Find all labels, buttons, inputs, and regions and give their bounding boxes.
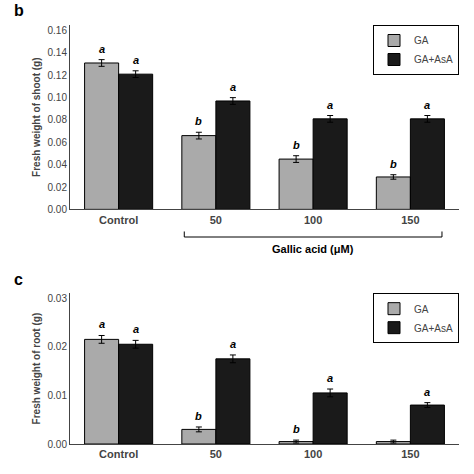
svg-text:b: b [195,410,202,422]
svg-text:0.00: 0.00 [48,439,68,450]
svg-text:50: 50 [210,448,222,460]
svg-text:GA: GA [414,35,429,46]
svg-text:0.06: 0.06 [48,137,68,148]
svg-text:a: a [424,386,430,398]
svg-text:0.03: 0.03 [48,293,68,304]
svg-text:a: a [133,54,139,66]
svg-text:b: b [293,139,300,151]
svg-text:0.04: 0.04 [48,159,68,170]
svg-text:b: b [14,2,24,19]
svg-text:a: a [133,323,139,335]
svg-text:a: a [424,99,430,111]
svg-text:0.12: 0.12 [48,70,68,81]
svg-text:100: 100 [304,448,322,460]
svg-text:Control: Control [99,448,138,460]
svg-text:0.10: 0.10 [48,92,68,103]
svg-text:150: 150 [401,448,419,460]
svg-text:0.02: 0.02 [48,341,68,352]
svg-text:b: b [293,423,300,435]
svg-text:0.14: 0.14 [48,47,68,58]
svg-text:100: 100 [304,214,322,226]
svg-text:GA+AsA: GA+AsA [414,54,453,65]
svg-text:0.16: 0.16 [48,25,68,36]
svg-text:a: a [230,338,236,350]
svg-text:Fresh weight of root (g): Fresh weight of root (g) [31,313,42,425]
svg-text:150: 150 [401,214,419,226]
svg-text:0.01: 0.01 [48,390,68,401]
svg-text:a: a [327,372,333,384]
svg-text:GA+AsA: GA+AsA [414,323,453,334]
svg-text:Control: Control [99,214,138,226]
svg-text:a: a [99,43,105,55]
svg-text:50: 50 [210,214,222,226]
svg-text:b: b [390,158,397,170]
svg-text:Gallic acid (μM): Gallic acid (μM) [272,243,354,255]
svg-text:GA: GA [414,304,429,315]
svg-text:a: a [230,81,236,93]
svg-text:0.08: 0.08 [48,114,68,125]
svg-text:c: c [14,271,23,288]
svg-text:0.02: 0.02 [48,182,68,193]
svg-text:a: a [99,318,105,330]
svg-text:b: b [195,115,202,127]
svg-text:a: a [327,99,333,111]
svg-text:Fresh weight of shoot (g): Fresh weight of shoot (g) [31,57,42,176]
svg-text:0.00: 0.00 [48,204,68,215]
